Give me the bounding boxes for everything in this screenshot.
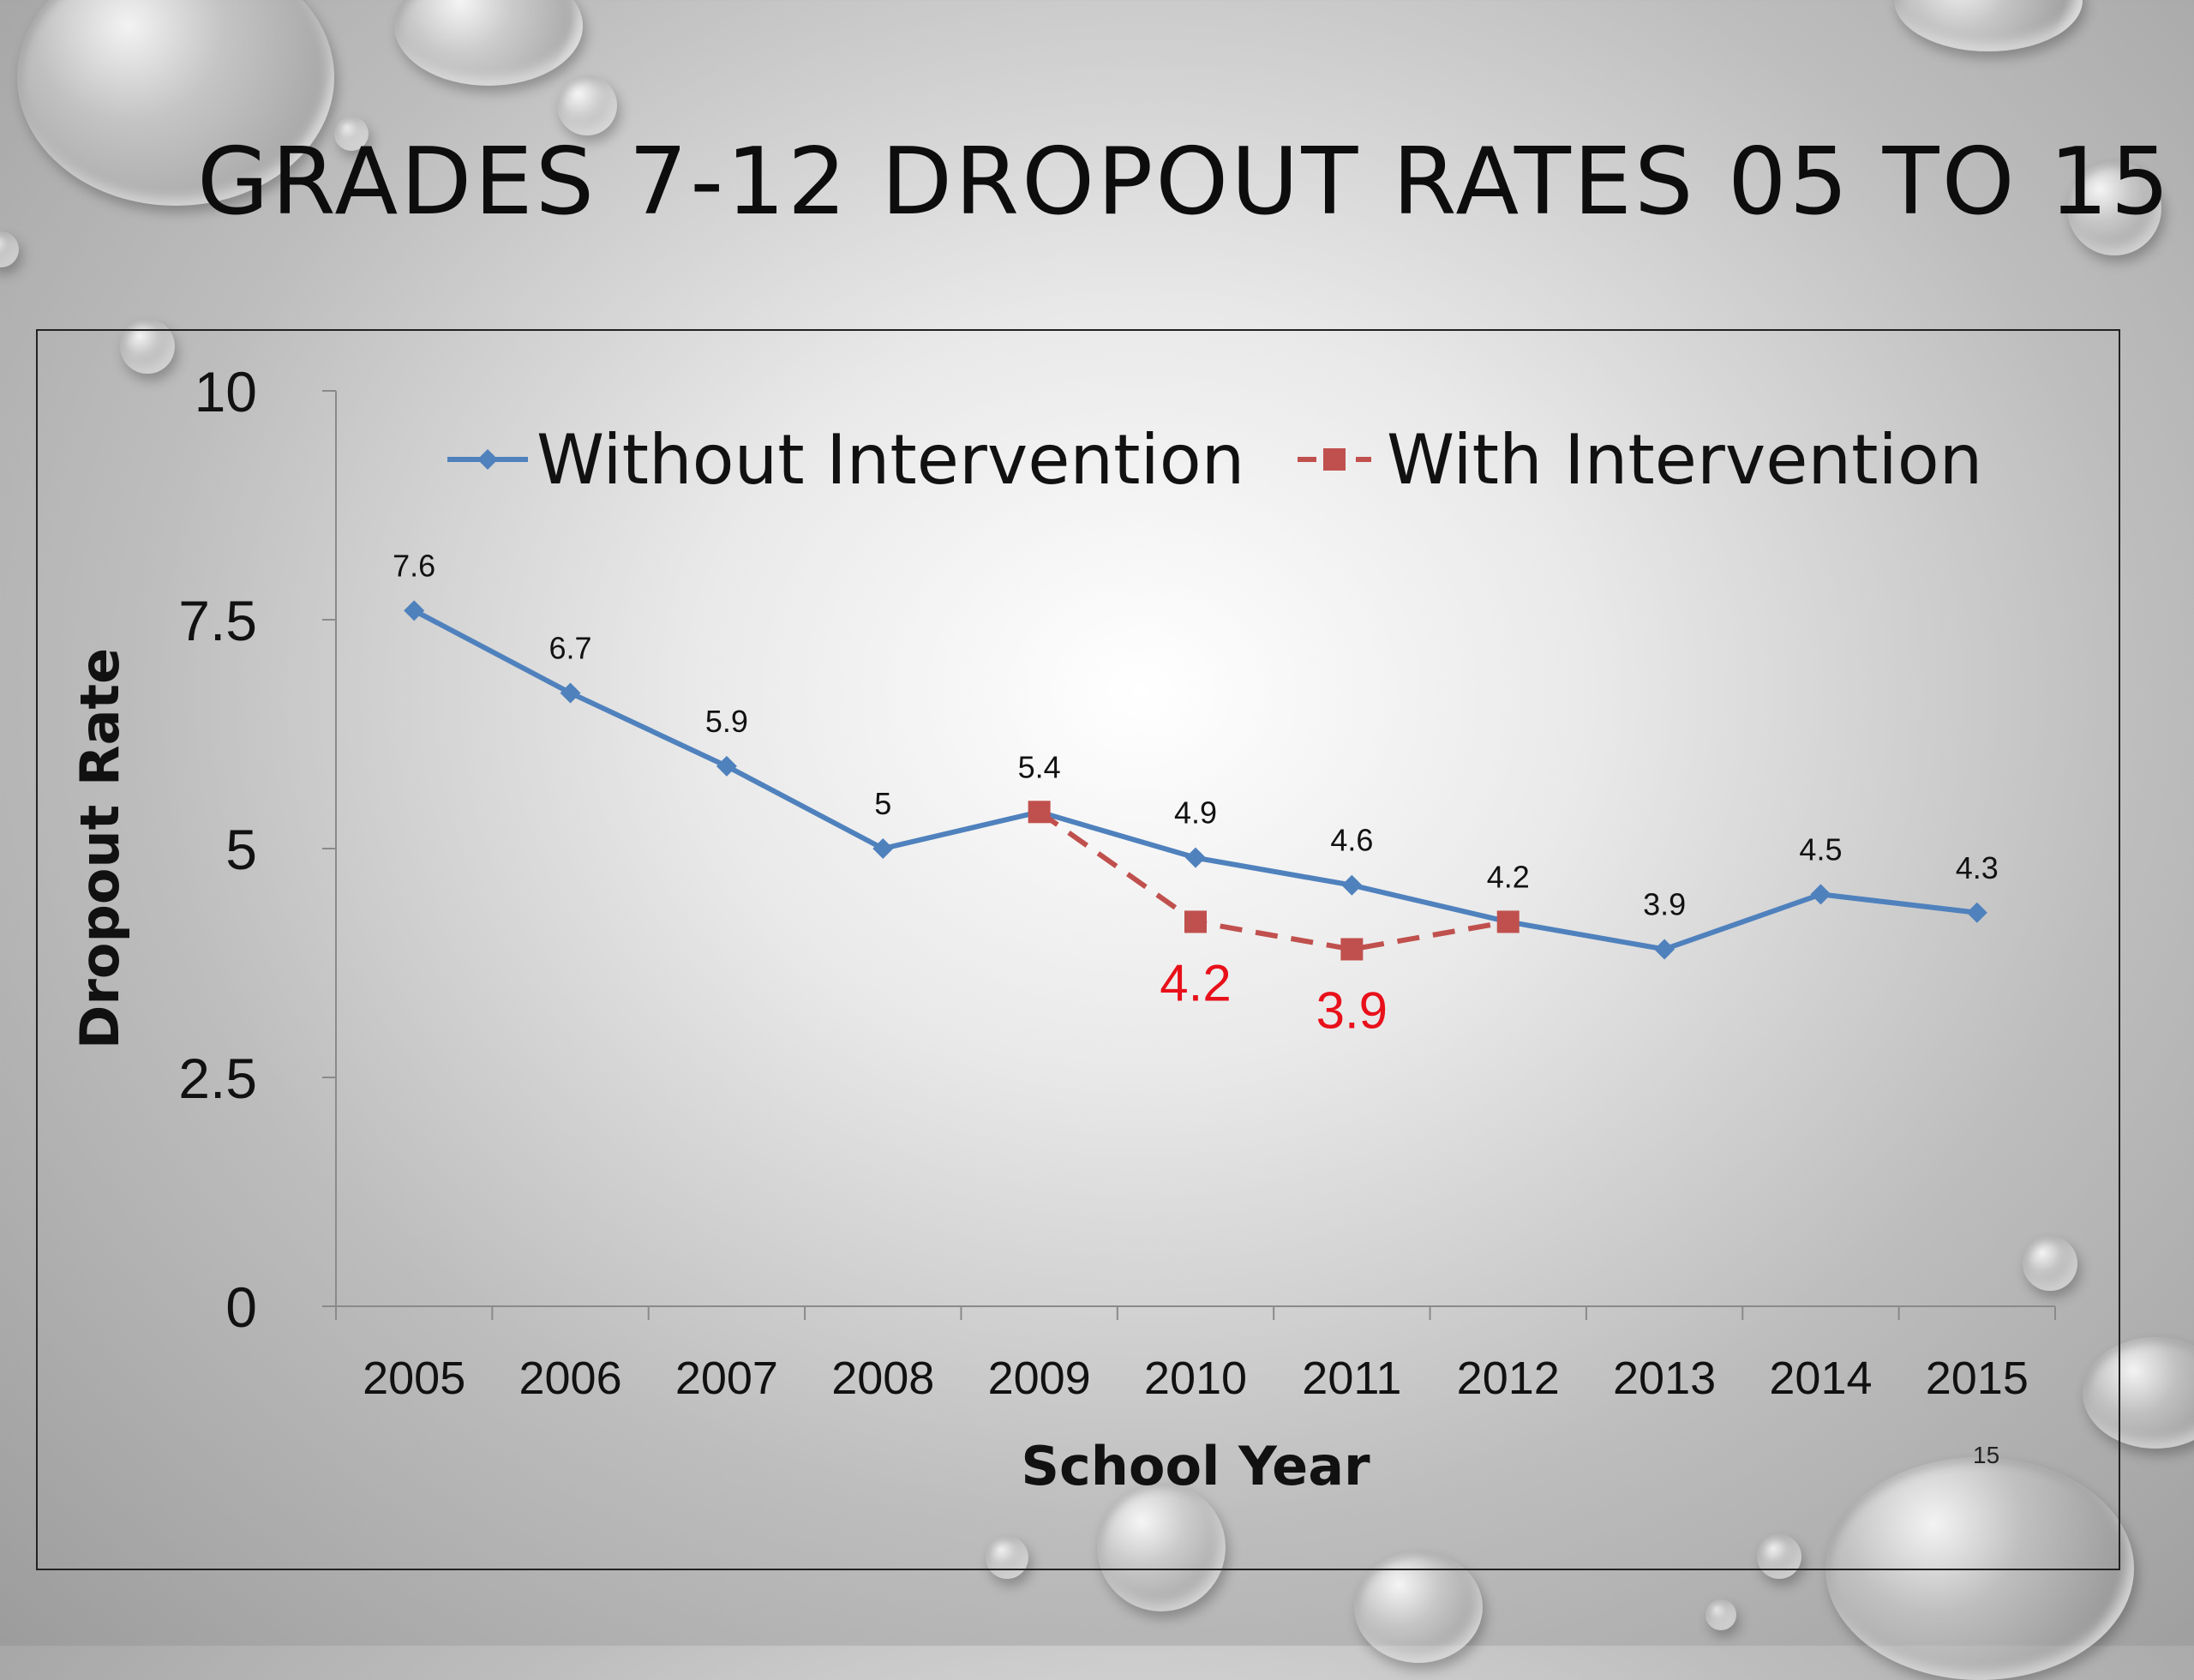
series-line-without-intervention [412, 608, 1978, 952]
y-tick-label: 5 [225, 818, 257, 881]
legend-label-with-intervention: With Intervention [1387, 420, 1982, 500]
series-line-with-intervention [1037, 809, 1509, 952]
line-chart: 0 2.5 5 7.5 10 2005 2006 2007 2008 2009 2010 2011 20… [69, 360, 2056, 1497]
chart-axes: 0 2.5 5 7.5 10 2005 2006 2007 2008 2009 2010 2011 20… [178, 360, 2056, 1404]
marker-without-intervention [560, 682, 581, 704]
marker-without-intervention [1810, 884, 1831, 905]
water-drop-decoration [120, 319, 175, 374]
data-label-with-intervention: 4.2 [1160, 954, 1231, 1011]
water-drop-decoration [2023, 1236, 2077, 1291]
data-label-without-intervention: 4.9 [1174, 795, 1217, 831]
series-markers [404, 600, 1987, 961]
marker-with-intervention [1496, 910, 1520, 933]
water-drop-decoration [1757, 1534, 1801, 1579]
water-drop-decoration [986, 1536, 1028, 1579]
chart-legend: Without Intervention With Intervention [447, 420, 1982, 500]
x-tick-label: 2014 [1769, 1353, 1872, 1404]
marker-without-intervention [872, 838, 894, 859]
water-drop-decoration [334, 117, 369, 151]
marker-without-intervention [1966, 902, 1987, 923]
x-axis-title: School Year [1021, 1435, 1370, 1497]
y-axis-title: Dropout Rate [69, 648, 131, 1049]
marker-without-intervention [716, 755, 737, 777]
y-tick-label: 7.5 [178, 589, 257, 652]
y-tick-label: 2.5 [178, 1047, 257, 1110]
marker-without-intervention [1185, 847, 1206, 868]
x-tick-label: 2005 [363, 1353, 465, 1404]
legend-marker-with-intervention [1323, 448, 1346, 471]
data-label-without-intervention: 4.3 [1956, 850, 1999, 885]
y-tick-label: 0 [225, 1275, 257, 1339]
data-label-without-intervention: 4.5 [1799, 831, 1842, 867]
water-drop-decoration [2083, 1337, 2194, 1449]
data-label-with-intervention: 3.9 [1316, 981, 1388, 1039]
water-drop-decoration [17, 0, 334, 206]
y-tick-label: 10 [195, 360, 257, 423]
data-label-without-intervention: 5.4 [1018, 749, 1061, 784]
data-label-without-intervention: 5.9 [705, 704, 748, 739]
x-tick-label: 2015 [1926, 1353, 2029, 1404]
data-label-without-intervention: 3.9 [1643, 886, 1686, 921]
data-label-without-intervention: 4.2 [1487, 859, 1530, 894]
x-tick-label: 2013 [1613, 1353, 1716, 1404]
x-tick-label: 2007 [675, 1353, 778, 1404]
data-label-without-intervention: 5 [874, 786, 891, 821]
water-drop-decoration [1705, 1599, 1736, 1630]
marker-without-intervention [1341, 874, 1363, 896]
chart-frame [36, 329, 2120, 1570]
x-tick-label: 2011 [1302, 1353, 1401, 1404]
x-tick-label: 2009 [988, 1353, 1091, 1404]
slide-title: GRADES 7-12 DROPOUT RATES 05 TO 15 [197, 129, 2173, 236]
data-label-without-intervention: 4.6 [1330, 823, 1373, 858]
x-tick-label: 2006 [519, 1353, 621, 1404]
water-drop-decoration [557, 75, 617, 135]
legend-marker-without-intervention [477, 449, 498, 470]
data-labels: 7.6 6.7 5.9 5 5.4 4.9 4.6 4.2 3.9 4.5 4.3 4.2 3.9 [393, 548, 1999, 1039]
series-lines [412, 608, 1978, 952]
marker-without-intervention [1654, 939, 1675, 960]
water-drop-decoration [2067, 161, 2161, 255]
page-number: 15 [1973, 1442, 2000, 1468]
x-tick-label: 2012 [1457, 1353, 1560, 1404]
water-drop-decoration [0, 231, 19, 267]
marker-with-intervention [1340, 938, 1364, 961]
water-drop-decoration [1097, 1483, 1226, 1611]
legend-label-without-intervention: Without Intervention [537, 420, 1244, 500]
marker-with-intervention [1184, 910, 1207, 933]
x-tick-label: 2008 [831, 1353, 934, 1404]
marker-with-intervention [1028, 801, 1051, 824]
data-label-without-intervention: 6.7 [549, 630, 592, 665]
data-label-without-intervention: 7.6 [393, 548, 435, 583]
marker-without-intervention [404, 600, 425, 621]
x-tick-label: 2010 [1144, 1353, 1247, 1404]
